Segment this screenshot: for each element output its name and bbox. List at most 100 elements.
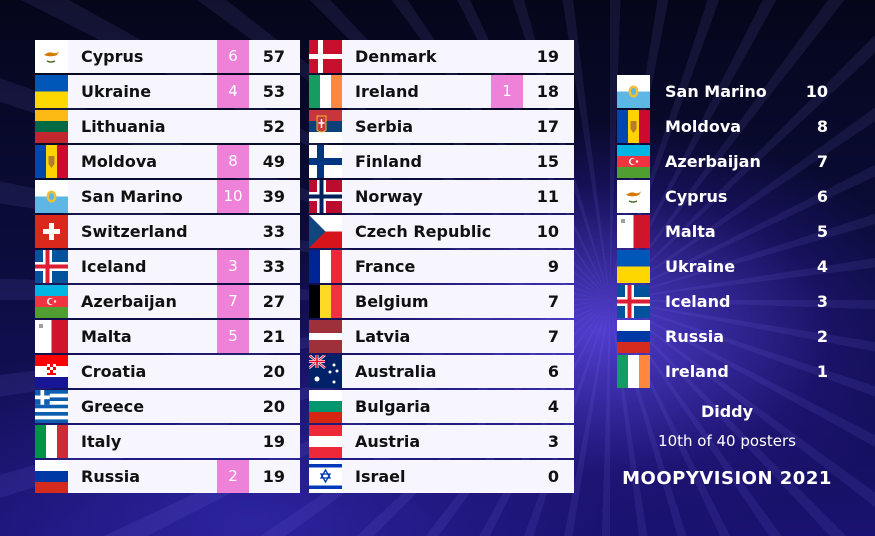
country-name: France	[355, 257, 416, 276]
country-name: Australia	[355, 362, 437, 381]
iceland-flag-icon	[617, 285, 650, 318]
country-name: Moldova	[81, 152, 158, 171]
vote-row-ireland: Ireland 1	[617, 355, 832, 388]
total-score: 21	[262, 327, 285, 346]
scoreboard-row-ireland: Ireland 1 18	[309, 75, 574, 108]
scoreboard-row-ukraine: Ukraine 4 53	[35, 75, 300, 108]
australia-flag-icon	[309, 355, 342, 388]
vote-country-name: Russia	[665, 327, 725, 346]
denmark-flag-icon	[309, 40, 342, 73]
vote-points: 10	[805, 82, 828, 101]
azerbaijan-flag-icon	[35, 285, 68, 318]
total-score: 19	[262, 467, 285, 486]
russia-flag-icon	[617, 320, 650, 353]
malta-flag-icon	[35, 320, 68, 353]
cyprus-flag-icon	[617, 180, 650, 213]
iceland-flag-icon	[35, 250, 68, 283]
scoreboard-row-latvia: Latvia 7	[309, 320, 574, 353]
total-score: 57	[262, 47, 285, 66]
scoreboard-row-italy: Italy 19	[35, 425, 300, 458]
country-name: Iceland	[81, 257, 147, 276]
vote-points: 3	[816, 292, 828, 311]
country-name: Latvia	[355, 327, 411, 346]
total-score: 27	[262, 292, 285, 311]
country-name: Israel	[355, 467, 406, 486]
country-name: Austria	[355, 432, 421, 451]
vote-country-name: Cyprus	[665, 187, 728, 206]
malta-flag-icon	[617, 215, 650, 248]
vote-country-name: San Marino	[665, 82, 767, 101]
ireland-flag-icon	[617, 355, 650, 388]
vote-row-ukraine: Ukraine 4	[617, 250, 832, 283]
vote-row-iceland: Iceland 3	[617, 285, 832, 318]
scoreboard-row-greece: Greece 20	[35, 390, 300, 423]
country-name: San Marino	[81, 187, 183, 206]
total-score: 0	[547, 467, 559, 486]
san-marino-flag-icon	[35, 180, 68, 213]
vote-row-azerbaijan: Azerbaijan 7	[617, 145, 832, 178]
ireland-flag-icon	[309, 75, 342, 108]
vote-points: 4	[816, 257, 828, 276]
total-score: 39	[262, 187, 285, 206]
italy-flag-icon	[35, 425, 68, 458]
points-received-badge: 8	[217, 145, 249, 178]
vote-points: 5	[816, 222, 828, 241]
vote-row-malta: Malta 5	[617, 215, 832, 248]
points-received-badge: 2	[217, 460, 249, 493]
vote-points: 1	[816, 362, 828, 381]
vote-points: 8	[816, 117, 828, 136]
total-score: 33	[262, 222, 285, 241]
croatia-flag-icon	[35, 355, 68, 388]
vote-row-moldova: Moldova 8	[617, 110, 832, 143]
total-score: 20	[262, 397, 285, 416]
scoreboard-row-iceland: Iceland 3 33	[35, 250, 300, 283]
scoreboard-row-malta: Malta 5 21	[35, 320, 300, 353]
total-score: 6	[547, 362, 559, 381]
vote-row-cyprus: Cyprus 6	[617, 180, 832, 213]
country-name: Malta	[81, 327, 132, 346]
total-score: 19	[262, 432, 285, 451]
vote-row-russia: Russia 2	[617, 320, 832, 353]
scoreboard-row-cyprus: Cyprus 6 57	[35, 40, 300, 73]
total-score: 53	[262, 82, 285, 101]
vote-points: 2	[816, 327, 828, 346]
scoreboard-row-croatia: Croatia 20	[35, 355, 300, 388]
greece-flag-icon	[35, 390, 68, 423]
voting-panel: San Marino 10 Moldova 8 Azerbaijan 7 Cyprus 6 Ma…	[617, 75, 832, 390]
finland-flag-icon	[309, 145, 342, 178]
scoreboard-row-france: France 9	[309, 250, 574, 283]
azerbaijan-flag-icon	[617, 145, 650, 178]
total-score: 10	[536, 222, 559, 241]
vote-points: 6	[816, 187, 828, 206]
france-flag-icon	[309, 250, 342, 283]
vote-country-name: Ukraine	[665, 257, 736, 276]
scoreboard-middle-column: Denmark 19 Ireland 1 18 Serbia 17 Finland 15 Norw…	[309, 40, 574, 495]
country-name: Czech Republic	[355, 222, 492, 241]
vote-country-name: Moldova	[665, 117, 742, 136]
austria-flag-icon	[309, 425, 342, 458]
scoreboard-row-finland: Finland 15	[309, 145, 574, 178]
scoreboard-row-azerbaijan: Azerbaijan 7 27	[35, 285, 300, 318]
scoreboard-left-column: Cyprus 6 57 Ukraine 4 53 Lithuania 52 Moldova 8 49…	[35, 40, 300, 495]
scoreboard-row-denmark: Denmark 19	[309, 40, 574, 73]
country-name: Denmark	[355, 47, 437, 66]
total-score: 4	[547, 397, 559, 416]
country-name: Switzerland	[81, 222, 188, 241]
country-name: Russia	[81, 467, 141, 486]
scoreboard-row-czech-republic: Czech Republic 10	[309, 215, 574, 248]
points-received-badge: 6	[217, 40, 249, 73]
belgium-flag-icon	[309, 285, 342, 318]
moldova-flag-icon	[35, 145, 68, 178]
country-name: Ukraine	[81, 82, 152, 101]
vote-country-name: Azerbaijan	[665, 152, 761, 171]
country-name: Italy	[81, 432, 122, 451]
vote-country-name: Ireland	[665, 362, 729, 381]
cyprus-flag-icon	[35, 40, 68, 73]
country-name: Croatia	[81, 362, 147, 381]
points-received-badge: 3	[217, 250, 249, 283]
total-score: 7	[547, 292, 559, 311]
country-name: Lithuania	[81, 117, 166, 136]
total-score: 20	[262, 362, 285, 381]
points-received-badge: 4	[217, 75, 249, 108]
country-name: Bulgaria	[355, 397, 431, 416]
